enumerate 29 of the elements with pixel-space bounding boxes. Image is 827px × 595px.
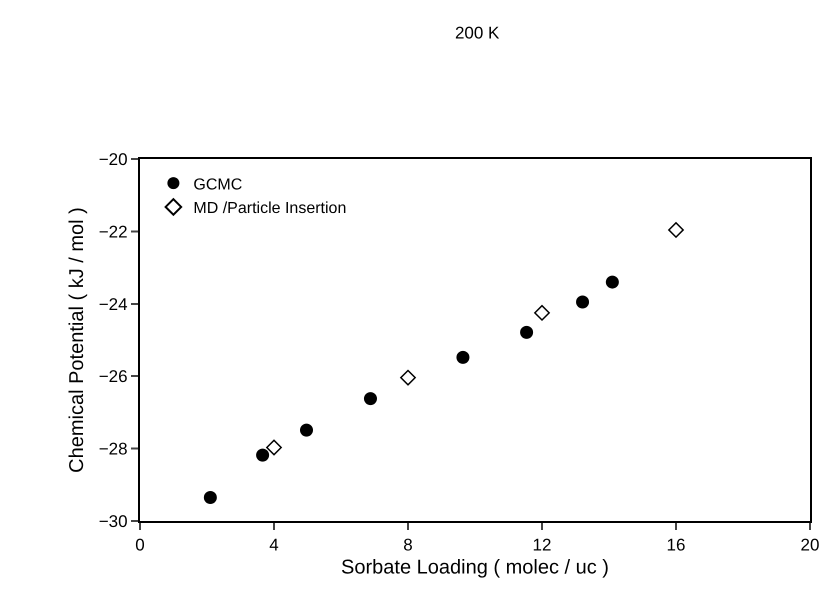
y-tick-label: −26	[98, 367, 128, 386]
point	[534, 304, 550, 321]
point	[300, 424, 313, 437]
x-tick-label: 12	[532, 535, 552, 554]
point	[456, 350, 470, 364]
x-tick-label: 16	[666, 535, 686, 554]
y-tick-label: −22	[98, 222, 128, 242]
point	[520, 326, 534, 339]
y-tick-label: −20	[98, 150, 128, 169]
x-axis-title: Sorbate Loading ( molec / uc )	[341, 556, 609, 578]
y-tick-label: −30	[98, 512, 128, 531]
point	[204, 490, 217, 504]
y-tick-label: −28	[98, 440, 128, 459]
x-tick-label: 8	[403, 535, 413, 554]
point	[400, 370, 416, 386]
point	[256, 448, 270, 462]
legend-label: MD /Particle Insertion	[193, 200, 346, 218]
chart-title: 200 K	[454, 24, 500, 43]
point	[266, 440, 282, 456]
legend-label: GCMC	[193, 176, 242, 194]
point	[606, 276, 619, 289]
x-tick-label: 0	[135, 535, 145, 554]
point	[576, 295, 590, 308]
point	[668, 222, 684, 238]
x-tick-label: 4	[269, 535, 279, 554]
x-tick-label: 20	[800, 535, 820, 554]
y-tick-label: −24	[98, 294, 128, 314]
point	[364, 392, 377, 406]
y-axis-title: Chemical Potential ( kJ / mol )	[66, 207, 88, 473]
